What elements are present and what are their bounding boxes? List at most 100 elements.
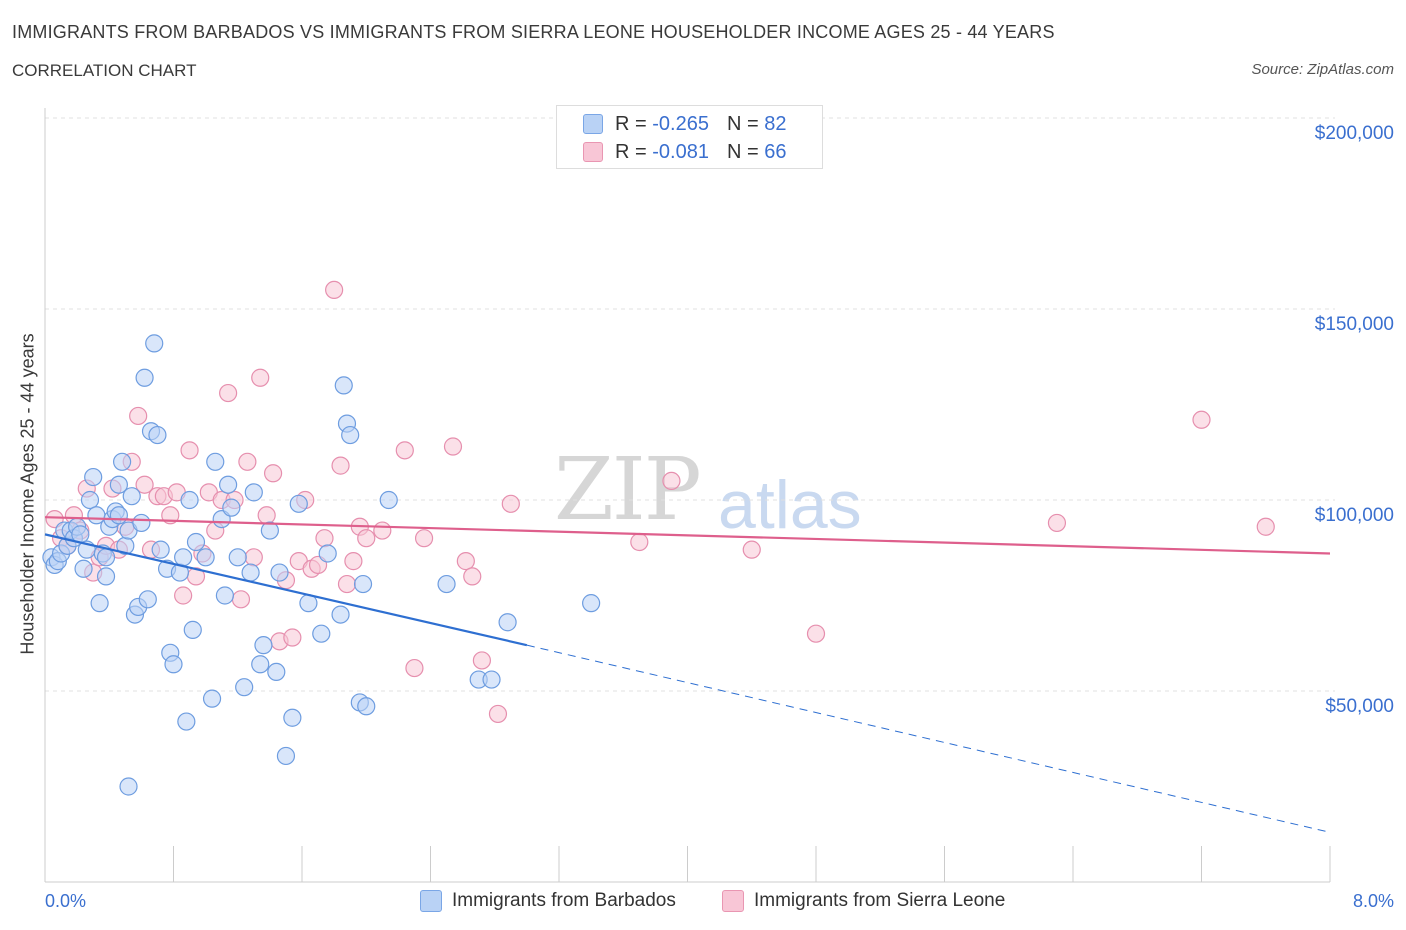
barbados-trend-line [44,533,528,647]
trend-lines [44,516,1331,833]
barbados-point-30 [138,590,157,609]
source-label: Source: ZipAtlas.com [1251,61,1394,78]
barbados-point-10 [74,559,93,578]
barbados-point-25 [122,487,141,506]
sierra-leone-point-33 [257,506,276,525]
sierra-leone-point-64 [1192,410,1211,429]
barbados-point-81 [174,548,193,567]
barbados-point-39 [177,712,196,731]
sierra-leone-point-45 [337,574,357,594]
watermark-atlas: atlas [718,467,862,543]
sierra-leone-swatch [583,142,603,162]
y-tick-label-100000: $100,000 [1314,505,1394,526]
legend-item-sierra-leone[interactable]: Immigrants from Sierra Leone [722,890,1005,912]
sierra-leone-point-62 [806,624,826,643]
stats-legend: R = -0.265 N = 82 R = -0.081 N = 66 [556,105,823,169]
sierra-leone-point-50 [395,441,414,460]
barbados-point-63 [312,624,331,643]
sierra-leone-r-value: -0.081 [652,140,709,163]
barbados-n-value: 82 [764,112,787,135]
x-tick-label-max: 8.0% [1352,891,1394,911]
barbados-point-33 [148,425,167,445]
sierra-leone-point-43 [325,280,344,299]
barbados-point-70 [353,574,373,594]
chart-title: IMMIGRANTS FROM BARBADOS VS IMMIGRANTS F… [12,22,1055,42]
sierra-leone-point-59 [630,532,649,552]
y-tick-label-200000: $200,000 [1314,123,1394,144]
barbados-point-53 [244,483,263,502]
barbados-point-37 [164,655,183,674]
legend-item-barbados[interactable]: Immigrants from Barbados [420,890,676,912]
sierra-leone-point-20 [174,586,193,605]
chart-subtitle: CORRELATION CHART [12,61,197,80]
barbados-point-47 [215,586,234,605]
barbados-legend-label: Immigrants from Barbados [452,890,676,911]
y-axis-title: Householder Income Ages 25 - 44 years [17,333,38,655]
barbados-legend-swatch [420,890,442,912]
barbados-point-42 [186,532,206,552]
barbados-point-68 [341,425,360,445]
sierra-leone-point-31 [244,548,263,567]
sierra-leone-point-48 [357,529,376,548]
barbados-point-59 [276,746,296,766]
barbados-r-value: -0.265 [652,112,709,135]
sierra-leone-point-52 [414,529,434,548]
barbados-point-72 [379,490,398,510]
barbados-point-34 [151,540,170,559]
series-legend: Immigrants from Barbados Immigrants from… [0,890,1406,916]
sierra-leone-point-29 [231,590,251,609]
sierra-leone-point-60 [662,471,681,490]
barbados-point-65 [331,605,350,624]
barbados-point-66 [334,376,353,395]
x-tick-label-min: 0.0% [45,891,87,911]
barbados-point-44 [202,689,222,708]
sierra-leone-legend-swatch [722,890,744,912]
sierra-leone-points [45,280,1275,724]
barbados-point-79 [109,506,128,525]
barbados-point-58 [270,563,289,582]
barbados-point-60 [283,708,302,727]
watermark-zip: ZIP [554,440,702,540]
barbados-swatch [583,114,603,134]
sierra-leone-point-34 [263,464,283,483]
barbados-point-57 [267,662,286,682]
barbados-point-15 [90,594,109,613]
barbados-point-21 [109,475,128,494]
sierra-leone-point-56 [472,651,491,670]
barbados-point-48 [219,475,238,494]
sierra-leone-point-32 [251,368,270,387]
n-label: N = [726,140,759,163]
barbados-point-73 [437,574,456,594]
barbados-point-52 [241,563,260,582]
sierra-leone-n-value: 66 [764,140,787,163]
sierra-leone-trend-line [44,516,1331,555]
sierra-leone-legend-label: Immigrants from Sierra Leone [754,890,1006,911]
sierra-leone-point-30 [238,452,257,471]
barbados-point-29 [135,368,154,387]
stats-legend-row-barbados: R = -0.265 N = 82 [583,113,786,135]
barbados-point-43 [196,548,215,567]
sierra-leone-point-49 [373,521,392,540]
sierra-leone-point-13 [129,406,148,426]
sierra-leone-point-65 [1256,517,1275,536]
sierra-leone-point-55 [463,567,482,586]
barbados-point-77 [582,594,601,613]
barbados-point-32 [145,334,164,353]
sierra-leone-point-42 [315,529,334,548]
barbados-point-80 [96,548,116,567]
barbados-point-54 [251,655,270,674]
barbados-point-71 [357,697,376,716]
sierra-leone-point-53 [443,437,463,456]
sierra-leone-point-14 [135,475,154,494]
barbados-point-55 [254,636,273,655]
sierra-leone-point-54 [456,552,475,571]
barbados-trend-extension [526,644,1331,833]
barbados-point-75 [482,670,501,689]
y-tick-label-150000: $150,000 [1314,314,1394,335]
barbados-point-28 [132,513,151,533]
r-label: R = [615,140,647,163]
barbados-point-22 [112,452,132,471]
barbados-point-13 [84,467,103,487]
sierra-leone-point-61 [742,540,761,559]
